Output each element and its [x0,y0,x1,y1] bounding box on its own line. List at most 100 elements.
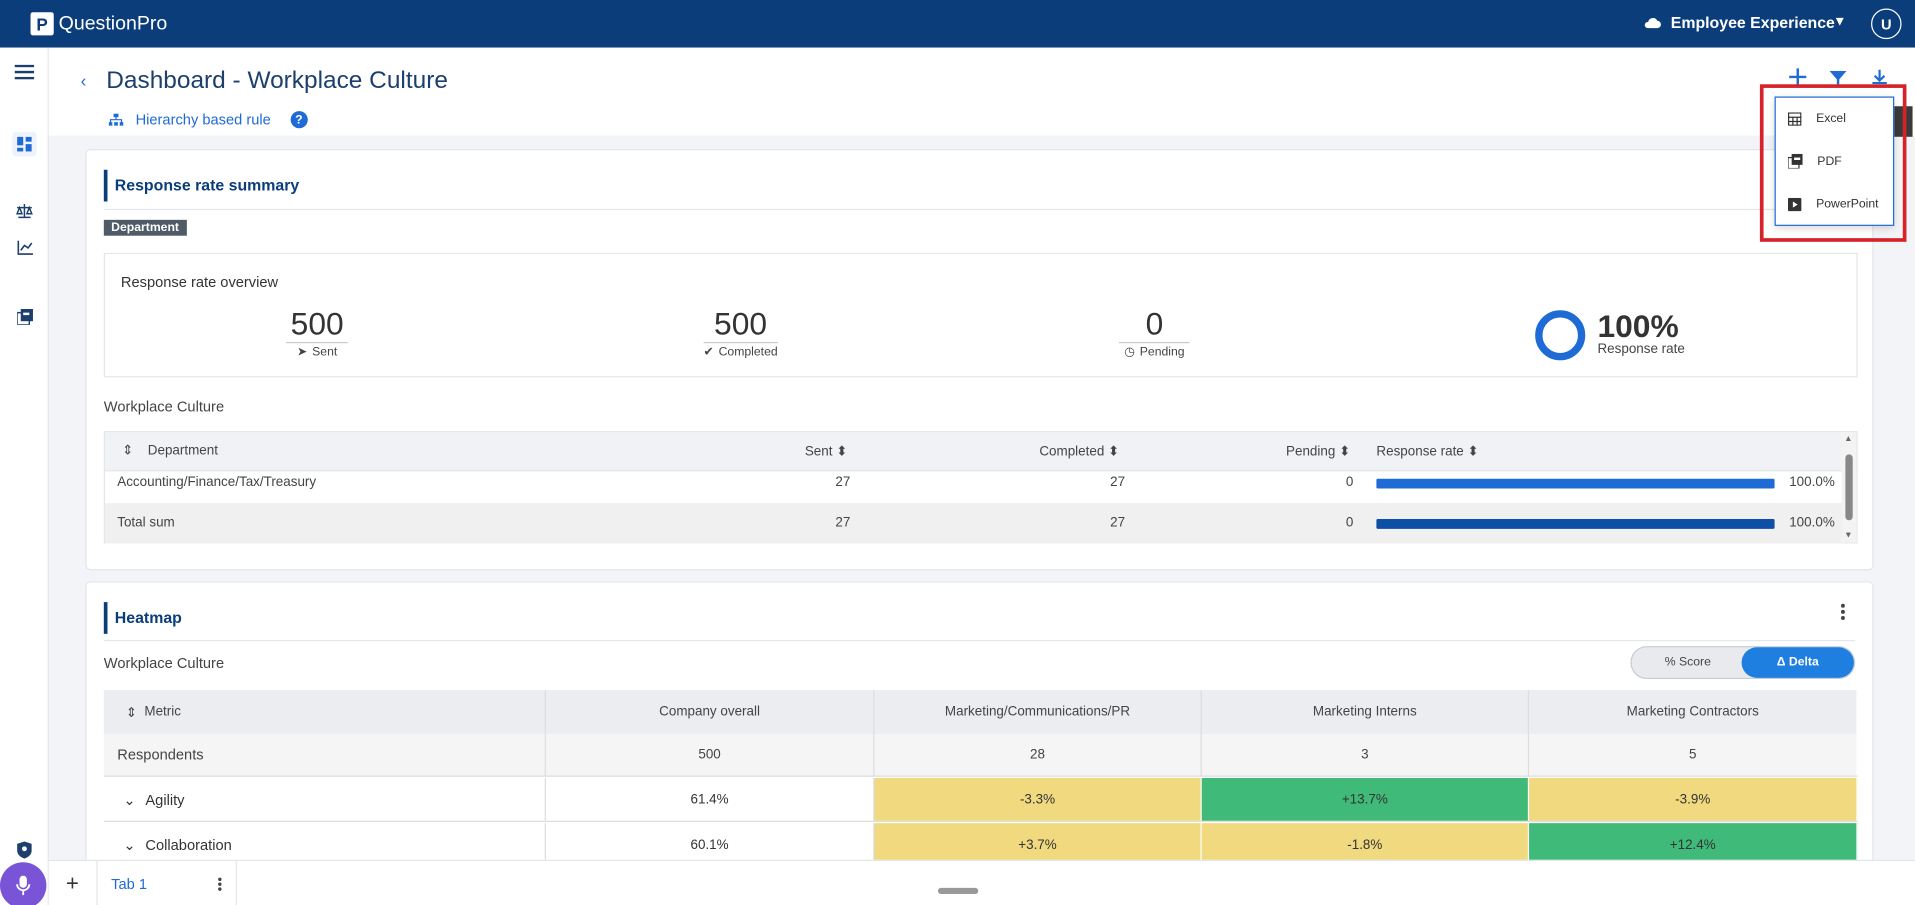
resize-handle[interactable] [937,887,979,894]
hierarchy-icon [108,113,124,126]
export-powerpoint-option[interactable]: PowerPoint [1787,192,1879,216]
response-rate-value: 100% [1597,307,1679,345]
sent-stat: 500 ➤ Sent [285,305,349,360]
add-tab-button[interactable]: + [65,870,79,896]
total-rate: 100.0% [1789,515,1835,531]
scroll-up-icon[interactable]: ▲ [1844,434,1853,444]
column-header: Marketing/Communications/PR [874,690,1202,735]
scroll-down-icon[interactable]: ▼ [1844,531,1853,540]
heatmap-cell: -1.8% [1201,823,1530,868]
download-icon[interactable] [1872,68,1887,90]
sort-toggle-icon[interactable]: ⇕ [122,443,134,458]
expand-agility[interactable]: ⌄ Agility [104,777,546,821]
column-header-department[interactable]: Department [147,443,218,458]
add-widget-icon[interactable] [1788,67,1808,93]
tab-1[interactable]: Tab 1 [96,861,237,905]
card-title: Heatmap [103,602,182,634]
response-rate-label: Response rate [1597,341,1685,357]
score-delta-toggle[interactable]: % Score Δ Delta [1630,646,1856,680]
chevron-down-icon: ⌄ [123,790,136,808]
tooltip-edge [1891,106,1913,137]
row-pending: 0 [1345,475,1354,490]
table-total-row: Total sum 27 27 0 100.0% [105,503,1845,544]
tab-bar: + Tab 1 [48,859,1915,905]
table-row: Accounting/Finance/Tax/Treasury 27 27 0 … [105,471,1844,502]
column-header-completed[interactable]: Completed ⬍ [1039,444,1120,460]
pending-stat: 0 ◷ Pending [1118,305,1191,360]
pending-value: 0 [1118,305,1191,344]
completed-value: 500 [703,305,778,344]
response-rate-bar [1376,478,1775,489]
top-navigation-bar: P QuestionPro Employee Experience ▼ U [0,0,1915,48]
delta-option[interactable]: Δ Delta [1741,647,1854,678]
logo-mark: P [30,12,54,36]
filter-icon[interactable] [1829,70,1847,92]
table-scrollbar[interactable]: ▲ ▼ [1841,432,1857,543]
row-rate: 100.0% [1789,475,1835,490]
column-header: Marketing Interns [1202,690,1530,735]
back-arrow-icon[interactable]: ‹ [80,70,87,91]
column-header-pending[interactable]: Pending ⬍ [1286,444,1351,460]
user-avatar[interactable]: U [1871,8,1902,40]
sent-value: 500 [285,305,349,344]
pdf-label: PDF [1817,154,1842,168]
heatmap-cell: +12.4% [1529,823,1858,868]
microphone-button[interactable] [0,862,47,905]
product-name: Employee Experience [1670,13,1835,32]
department-badge: Department [103,219,187,236]
tab-menu-icon[interactable] [217,876,222,898]
hamburger-menu-icon[interactable] [12,60,36,84]
pdf-icon [1787,153,1803,169]
dashboard-header: ‹ Dashboard - Workplace Culture Hierarch… [48,47,1915,137]
heatmap-row-collaboration: ⌄ Collaboration 60.1% +3.7% -1.8% +12.4% [104,823,1858,868]
trend-chart-icon[interactable] [12,236,36,260]
heatmap-cell: +3.7% [874,823,1202,868]
total-label: Total sum [117,515,175,531]
response-rate-summary-card: Response rate summary Department Respons… [85,148,1874,571]
shield-user-icon[interactable] [12,838,36,862]
reports-icon[interactable] [12,304,36,328]
hierarchy-rule-label: Hierarchy based rule [135,111,271,129]
help-icon[interactable]: ? [290,111,308,129]
completed-label: Completed [718,345,778,360]
response-overview-box: Response rate overview 500 ➤ Sent 500 ✔ Co… [103,252,1858,378]
total-completed: 27 [1110,515,1126,531]
total-pending: 0 [1345,515,1354,531]
chevron-down-icon[interactable]: ▼ [1833,14,1847,30]
product-switcher[interactable]: Employee Experience [1644,13,1835,32]
logo-text: QuestionPro [58,12,168,34]
response-rate-ring [1535,310,1586,361]
column-header-sent[interactable]: Sent ⬍ [804,444,848,460]
department-table: ⇕ Department Sent ⬍ Completed ⬍ Pending … [103,431,1858,544]
overview-label: Response rate overview [120,273,279,291]
table-icon [1787,111,1802,126]
export-excel-option[interactable]: Excel [1787,106,1846,130]
more-options-icon[interactable] [1840,603,1845,623]
highlight-box [1759,84,1907,242]
overall-value: 61.4% [546,777,875,821]
completed-stat: 500 ✔ Completed [703,305,778,360]
hierarchy-rule-link[interactable]: Hierarchy based rule ? [108,111,308,129]
pending-label: Pending [1139,345,1185,360]
sent-label: Sent [312,345,338,360]
card-title: Response rate summary [103,169,299,202]
left-sidebar [0,47,49,905]
heatmap-cell: -3.3% [874,777,1202,821]
export-pdf-option[interactable]: PDF [1787,149,1842,173]
metric-header[interactable]: ⇕ Metric [104,690,546,735]
respondents-row: Respondents 500 28 3 5 [103,734,1858,777]
dashboard-icon[interactable] [12,131,37,157]
clock-icon: ◷ [1124,345,1135,360]
questionpro-logo[interactable]: P QuestionPro [30,12,168,36]
heatmap-cell: -3.9% [1529,777,1858,821]
balance-scale-icon[interactable] [12,199,36,223]
column-header-response-rate[interactable]: Response rate ⬍ [1376,444,1479,460]
heatmap-header-row: ⇕ Metric Company overall Marketing/Commun… [103,690,1858,735]
heatmap-row-agility: ⌄ Agility 61.4% -3.3% +13.7% -3.9% [103,777,1858,822]
scrollbar-thumb[interactable] [1845,454,1853,521]
divider [103,208,1856,211]
expand-collaboration[interactable]: ⌄ Collaboration [104,823,546,868]
heatmap-cell: +13.7% [1201,777,1530,821]
score-option[interactable]: % Score [1664,655,1711,670]
